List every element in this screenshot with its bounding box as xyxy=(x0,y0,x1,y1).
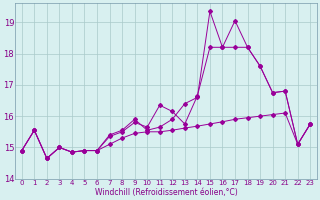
X-axis label: Windchill (Refroidissement éolien,°C): Windchill (Refroidissement éolien,°C) xyxy=(95,188,237,197)
